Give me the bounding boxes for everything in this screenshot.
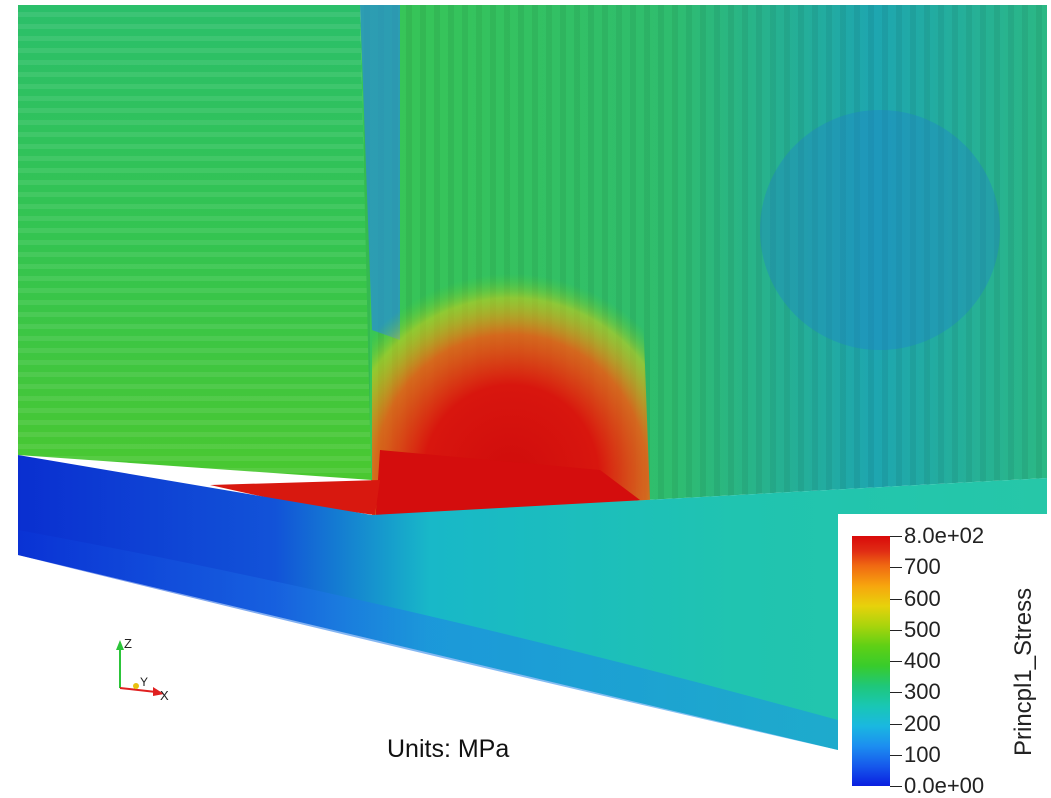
colorbar-tick-label: 700 [904,554,941,580]
colorbar-tick [890,661,902,662]
legend-title: Princpl1_Stress [1010,587,1037,756]
colorbar-tick [890,786,902,787]
axes-triad: Z Y X [116,636,169,703]
colorbar-tick-label: 8.0e+02 [904,523,985,548]
colorbar-tick [890,754,902,756]
colorbar-tick-label: 0.0e+00 [904,773,985,798]
y-axis-dot [133,683,139,689]
colorbar-tick [890,536,902,537]
colorbar-tick-label: 400 [904,648,941,673]
colorbar-tick [890,629,902,631]
y-axis-label: Y [140,675,148,689]
colorbar [852,536,890,786]
z-axis-arrow [116,640,124,650]
x-axis-arrow [153,687,164,696]
units-label: Units: MPa [387,735,510,763]
colorbar-tick-label: 300 [904,679,941,705]
colorbar-tick-label: 100 [904,741,941,767]
colorbar-tick-label: 500 [904,616,941,642]
x-axis-label: X [160,688,169,703]
colorbar-tick [890,692,902,694]
colorbar-tick [890,723,902,725]
colorbar-tick [890,567,902,569]
x-axis-line [119,687,157,693]
color-legend: 8.0e+02 700 600 500 400 300 200 100 0.0e+00 Prin… [838,514,1051,798]
colorbar-tick-label: 600 [904,585,941,611]
colorbar-tick-label: 200 [904,710,941,736]
z-axis-label: Z [124,636,132,651]
colorbar-tick [890,598,902,600]
